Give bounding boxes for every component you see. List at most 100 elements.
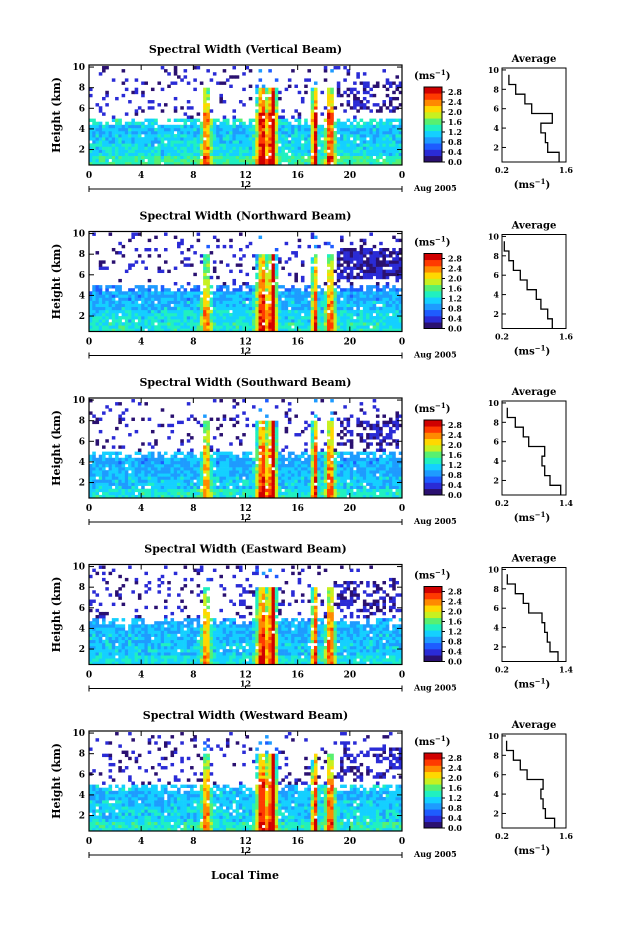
- heatmap-cell: [108, 137, 113, 141]
- heatmap-cell: [92, 300, 96, 304]
- heatmap-cell: [307, 325, 312, 329]
- heatmap-cell: [160, 140, 165, 144]
- heatmap-cell: [287, 494, 292, 499]
- heatmap-cell: [336, 451, 341, 455]
- heatmap-cell: [190, 303, 194, 308]
- heatmap-cell: [268, 106, 272, 110]
- heatmap-cell: [284, 127, 289, 132]
- heatmap-cell: [225, 463, 230, 468]
- heatmap-cell: [160, 288, 165, 292]
- heatmap-cell: [193, 140, 197, 144]
- heatmap-cell: [398, 238, 403, 243]
- heatmap-cell: [304, 303, 308, 308]
- heatmap-cell: [281, 127, 285, 132]
- heatmap-cell: [105, 266, 109, 270]
- heatmap-cell: [235, 152, 240, 157]
- heatmap-cell: [291, 312, 295, 317]
- heatmap-cell: [196, 491, 201, 496]
- heatmap-cell: [206, 325, 210, 329]
- heatmap-cell: [180, 485, 184, 490]
- heatmap-cell: [124, 78, 129, 82]
- heatmap-cell: [206, 319, 210, 323]
- heatmap-cell: [157, 127, 162, 132]
- heatmap-cell: [271, 319, 276, 323]
- heatmap-cell: [320, 485, 325, 490]
- heatmap-cell: [177, 328, 181, 332]
- heatmap-cell: [281, 491, 285, 496]
- heatmap-cell: [291, 494, 295, 499]
- heatmap-cell: [199, 454, 204, 459]
- heatmap-cell: [157, 140, 162, 144]
- heatmap-cell: [242, 127, 246, 132]
- heatmap-cell: [343, 109, 347, 113]
- heatmap-cell: [98, 140, 103, 144]
- heatmap-cell: [359, 294, 364, 298]
- heatmap-cell: [353, 275, 357, 280]
- heatmap-cell: [92, 454, 96, 459]
- heatmap-cell: [225, 121, 230, 126]
- heatmap-cell: [382, 309, 386, 314]
- heatmap-cell: [330, 118, 334, 122]
- heatmap-cell: [157, 146, 162, 150]
- heatmap-cell: [229, 84, 233, 88]
- heatmap-cell: [366, 140, 370, 144]
- heatmap-cell: [222, 282, 227, 286]
- heatmap-cell: [193, 158, 197, 163]
- y-tick-label: 8: [79, 250, 85, 260]
- heatmap-cell: [346, 275, 351, 280]
- heatmap-cell: [183, 75, 188, 79]
- heatmap-cell: [353, 297, 357, 301]
- heatmap-cell: [111, 294, 116, 298]
- heatmap-cell: [336, 140, 341, 144]
- heatmap-cell: [323, 143, 328, 147]
- heatmap-cell: [115, 491, 119, 496]
- heatmap-cell: [163, 158, 168, 163]
- heatmap-cell: [128, 291, 132, 295]
- heatmap-cell: [330, 479, 334, 483]
- heatmap-cell: [271, 448, 276, 452]
- heatmap-cell: [209, 476, 214, 480]
- heatmap-cell: [206, 285, 210, 289]
- heatmap-cell: [281, 140, 285, 144]
- heatmap-cell: [245, 152, 250, 157]
- heatmap-cell: [190, 436, 194, 440]
- heatmap-cell: [349, 319, 354, 323]
- heatmap-cell: [392, 322, 396, 326]
- heatmap-cell: [261, 103, 266, 107]
- heatmap-cell: [271, 266, 276, 270]
- heatmap-cell: [379, 300, 383, 304]
- heatmap-cell: [206, 244, 210, 249]
- heatmap-cell: [111, 146, 116, 150]
- heatmap-cell: [102, 112, 106, 116]
- heatmap-cell: [134, 112, 139, 116]
- heatmap-cell: [307, 322, 312, 326]
- heatmap-cell: [274, 309, 279, 314]
- heatmap-cell: [340, 121, 344, 126]
- heatmap-cell: [366, 149, 370, 153]
- heatmap-cell: [203, 288, 207, 292]
- heatmap-cell: [167, 140, 171, 144]
- heatmap-cell: [336, 161, 341, 166]
- heatmap-cell: [248, 285, 253, 289]
- heatmap-cell: [362, 140, 367, 144]
- heatmap-cell: [203, 143, 207, 147]
- heatmap-cell: [118, 445, 122, 449]
- heatmap-cell: [222, 417, 227, 421]
- heatmap-cell: [317, 130, 321, 135]
- heatmap-cell: [359, 291, 364, 295]
- heatmap-cell: [388, 294, 393, 298]
- heatmap-cell: [385, 127, 390, 132]
- heatmap-cell: [310, 322, 315, 326]
- heatmap-cell: [317, 451, 321, 455]
- heatmap-cell: [118, 158, 122, 163]
- heatmap-cell: [141, 316, 145, 320]
- heatmap-cell: [147, 134, 152, 138]
- heatmap-cell: [307, 134, 312, 138]
- heatmap-cell: [317, 137, 321, 141]
- heatmap-cell: [131, 476, 135, 480]
- heatmap-cell: [284, 155, 289, 160]
- heatmap-cell: [229, 306, 233, 311]
- heatmap-cell: [304, 78, 308, 82]
- heatmap-cell: [199, 423, 204, 428]
- heatmap-cell: [252, 470, 256, 474]
